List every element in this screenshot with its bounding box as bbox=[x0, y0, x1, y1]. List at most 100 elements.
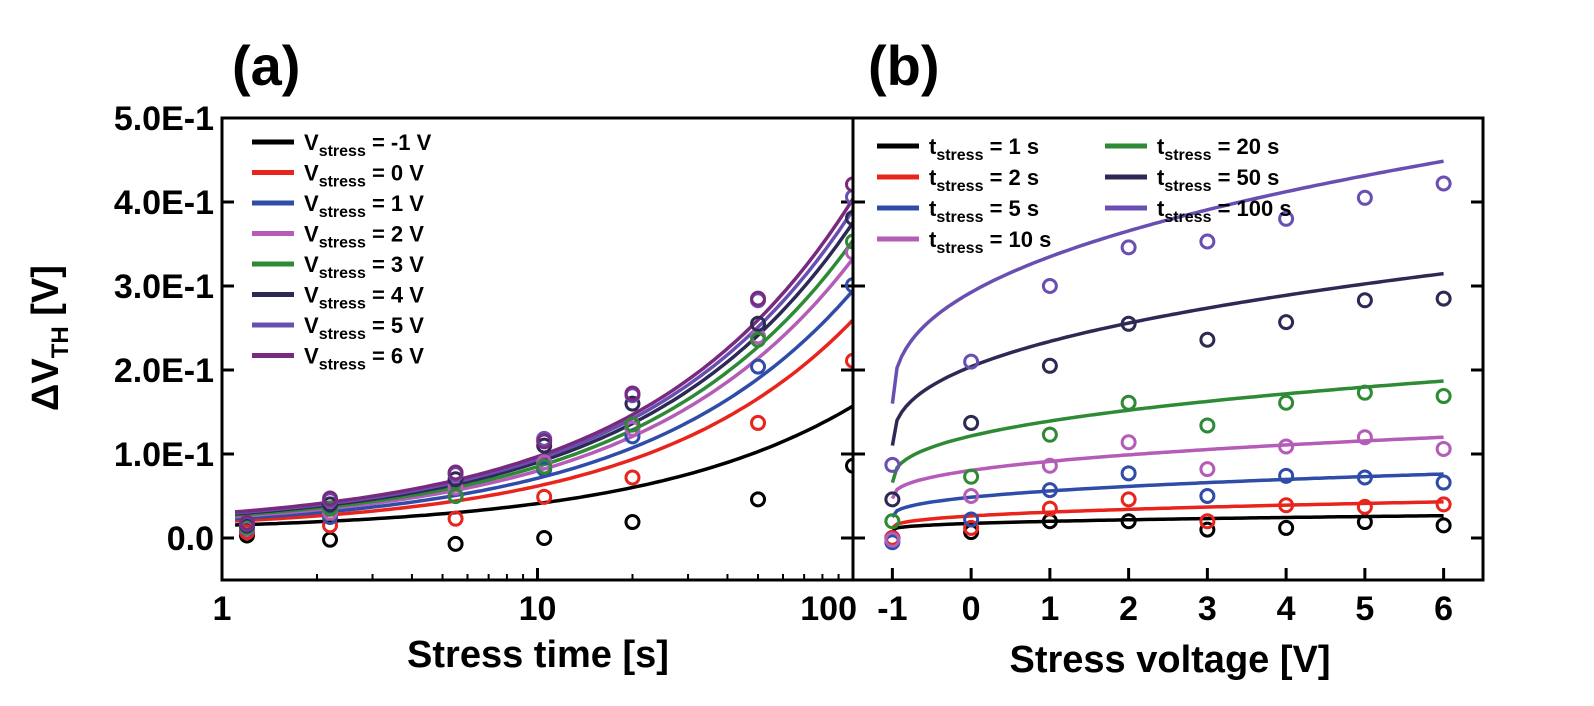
data-point-series-3 bbox=[884, 531, 901, 548]
legend-prefix: t bbox=[1157, 196, 1165, 221]
x-tick-label: 6 bbox=[1434, 590, 1453, 628]
data-point-series-1 bbox=[447, 510, 464, 527]
legend-prefix: t bbox=[1157, 165, 1165, 190]
data-point-series-0 bbox=[1435, 517, 1452, 534]
data-point-series-6 bbox=[1041, 278, 1058, 294]
legend-prefix: V bbox=[304, 313, 319, 338]
legend-prefix: V bbox=[304, 191, 319, 216]
data-point-series-7 bbox=[624, 385, 641, 402]
data-point-series-4 bbox=[845, 233, 853, 250]
legend-prefix: V bbox=[304, 161, 319, 186]
data-point-series-6 bbox=[845, 188, 853, 205]
legend-subscript: stress bbox=[319, 296, 366, 313]
legend-entry: Vstress = 5 V bbox=[304, 313, 424, 343]
data-point-series-5 bbox=[845, 209, 853, 226]
data-point-series-5 bbox=[884, 491, 901, 508]
legend-prefix: V bbox=[304, 130, 319, 155]
legend-prefix: t bbox=[929, 227, 937, 252]
y-axis-title-main: ΔV bbox=[25, 358, 67, 411]
data-point-series-3 bbox=[1199, 461, 1216, 478]
data-point-series-0 bbox=[322, 531, 339, 548]
legend-suffix: = 4 V bbox=[366, 283, 424, 308]
legend-entry: Vstress = 1 V bbox=[304, 191, 424, 221]
y-axis-title-unit: [V] bbox=[25, 265, 67, 326]
legend-subscript: stress bbox=[1164, 178, 1211, 195]
legend-subscript: stress bbox=[319, 235, 366, 252]
data-point-series-2 bbox=[1120, 465, 1137, 482]
legend-subscript: stress bbox=[319, 143, 366, 160]
fit-line-series-3 bbox=[890, 435, 1444, 500]
data-point-series-4 bbox=[624, 416, 641, 433]
panel-a: 0.0 1.0E-1 2.0E-1 3.0E-1 4.0E-1 5.0E-1 1 10 100 V… bbox=[114, 100, 857, 628]
legend-entry: tstress = 5 s bbox=[929, 196, 1039, 226]
fit-line-series-2 bbox=[890, 472, 1444, 519]
y-tick-label: 2.0E-1 bbox=[114, 352, 214, 390]
data-point-series-3 bbox=[963, 488, 980, 504]
y-tick-label: 1.0E-1 bbox=[114, 436, 214, 474]
legend-subscript: stress bbox=[936, 209, 983, 226]
data-point-series-4 bbox=[1120, 394, 1137, 411]
data-point-series-0 bbox=[1199, 521, 1216, 538]
data-point-series-4 bbox=[1041, 426, 1058, 443]
legend-entry: tstress = 100 s bbox=[1157, 196, 1292, 226]
panel-a-label: (a) bbox=[232, 34, 300, 97]
data-point-series-4 bbox=[1199, 417, 1216, 434]
y-axis-title-sub: TH bbox=[47, 326, 74, 358]
data-point-series-1 bbox=[1199, 513, 1216, 530]
data-point-series-3 bbox=[1041, 457, 1058, 474]
x-tick-label: 1 bbox=[1040, 590, 1059, 628]
legend-entry: Vstress = 0 V bbox=[304, 161, 424, 191]
legend-entry: Vstress = 3 V bbox=[304, 252, 424, 282]
legend-suffix: = 2 V bbox=[366, 222, 424, 247]
data-point-series-6 bbox=[1120, 239, 1137, 256]
legend-suffix: = 0 V bbox=[366, 161, 424, 186]
legend-suffix: = -1 V bbox=[366, 130, 432, 155]
data-point-series-2 bbox=[1278, 467, 1295, 484]
fit-line-series-7 bbox=[234, 197, 853, 514]
plot-frame-b bbox=[851, 116, 1485, 582]
data-point-series-1 bbox=[624, 469, 641, 486]
data-point-series-0 bbox=[1120, 513, 1137, 530]
data-point-series-0 bbox=[750, 491, 767, 508]
legend-subscript: stress bbox=[319, 265, 366, 282]
y-tick-label: 4.0E-1 bbox=[114, 184, 214, 222]
fit-line-series-1 bbox=[891, 500, 1444, 530]
data-point-series-5 bbox=[1041, 357, 1058, 374]
legend-prefix: t bbox=[929, 196, 937, 221]
data-point-series-5 bbox=[1356, 292, 1373, 309]
x-tick-label: 2 bbox=[1119, 590, 1138, 628]
data-point-series-2 bbox=[1199, 488, 1216, 504]
data-point-series-4 bbox=[1278, 394, 1295, 411]
y-axis-title: ΔVTH [V] bbox=[25, 265, 74, 411]
x-tick-label: -1 bbox=[877, 590, 907, 628]
data-point-series-6 bbox=[1435, 175, 1452, 192]
x-tick-label: 100 bbox=[800, 590, 857, 628]
legend-suffix: = 5 V bbox=[366, 313, 424, 338]
legend-entry: Vstress = 2 V bbox=[304, 222, 424, 252]
data-point-series-2 bbox=[750, 358, 767, 375]
legend-suffix: = 5 s bbox=[983, 196, 1039, 221]
data-point-series-5 bbox=[750, 315, 767, 332]
data-point-series-3 bbox=[1356, 429, 1373, 446]
legend-subscript: stress bbox=[936, 147, 983, 164]
data-point-series-2 bbox=[1041, 482, 1058, 499]
data-point-series-2 bbox=[1435, 474, 1452, 491]
data-point-series-1 bbox=[963, 519, 980, 536]
legend-subscript: stress bbox=[319, 357, 366, 374]
data-point-series-0 bbox=[447, 535, 464, 552]
legend-prefix: t bbox=[929, 134, 937, 159]
x-tick-label: 0 bbox=[962, 590, 981, 628]
data-point-series-7 bbox=[322, 490, 339, 507]
data-point-series-5 bbox=[1435, 290, 1452, 307]
fit-line-series-0 bbox=[891, 513, 1444, 532]
data-point-series-6 bbox=[1199, 233, 1216, 250]
x-axis-title-a: Stress time [s] bbox=[407, 634, 669, 676]
data-point-series-0 bbox=[1356, 514, 1373, 531]
data-point-series-5 bbox=[1278, 314, 1295, 331]
fit-line-series-4 bbox=[890, 379, 1444, 484]
data-point-series-5 bbox=[963, 414, 980, 431]
